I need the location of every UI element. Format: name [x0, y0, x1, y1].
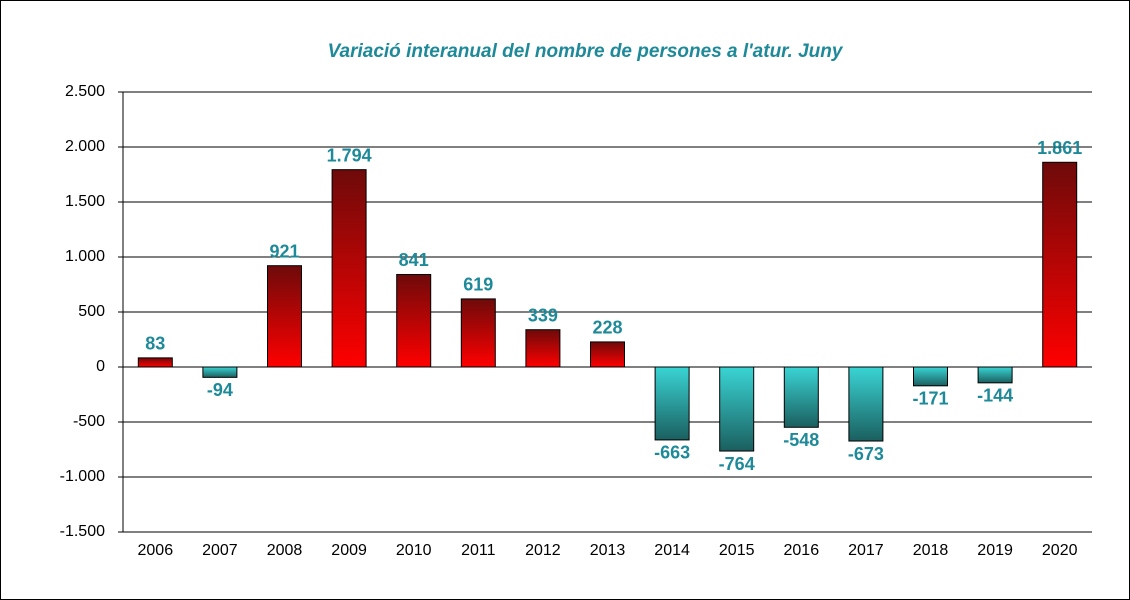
bar	[783, 366, 819, 428]
data-label: -548	[783, 430, 819, 450]
data-label: 83	[145, 334, 165, 354]
x-tick-label: 2013	[590, 542, 626, 559]
y-tick-label: -1.000	[60, 468, 105, 485]
data-label: -764	[719, 454, 755, 474]
y-tick-label: 0	[96, 358, 105, 375]
x-tick-label: 2011	[461, 542, 496, 559]
chart-title: Variació interanual del nombre de person…	[328, 41, 844, 62]
data-label: -673	[848, 444, 884, 464]
bar	[396, 273, 432, 368]
y-tick-label: 500	[78, 303, 105, 320]
bar	[202, 366, 238, 378]
x-tick-label: 2009	[331, 542, 367, 559]
x-tick-label: 2010	[396, 542, 432, 559]
y-tick-label: 2.000	[65, 138, 105, 155]
x-tick-label: 2016	[784, 542, 820, 559]
x-tick-label: 2018	[913, 542, 949, 559]
x-tick-label: 2015	[719, 542, 755, 559]
bar	[331, 169, 367, 368]
y-tick-label: 1.000	[65, 248, 105, 265]
bar	[590, 341, 625, 368]
y-tick-label: 1.500	[65, 193, 105, 210]
bar	[913, 366, 948, 387]
data-label: 339	[528, 305, 558, 325]
x-tick-label: 2020	[1042, 542, 1078, 559]
data-label: -144	[977, 386, 1013, 406]
data-label: 1.794	[327, 145, 372, 165]
data-label: 841	[399, 250, 429, 270]
x-tick-label: 2008	[267, 542, 303, 559]
bar	[525, 329, 561, 368]
y-tick-label: -1.500	[60, 523, 105, 540]
data-label: 619	[463, 275, 493, 295]
x-tick-label: 2006	[138, 542, 174, 559]
data-label: -171	[912, 389, 948, 409]
bar	[267, 265, 302, 368]
bar	[137, 357, 173, 368]
data-label: 228	[592, 318, 622, 338]
data-label: -663	[654, 443, 690, 463]
x-tick-label: 2012	[525, 542, 561, 559]
bar	[654, 366, 690, 441]
data-label: 921	[269, 241, 299, 261]
y-tick-label: 2.500	[65, 83, 105, 100]
x-tick-label: 2017	[848, 542, 884, 559]
y-tick-label: -500	[73, 413, 105, 430]
data-label: -94	[207, 380, 233, 400]
bar	[719, 366, 755, 452]
bar	[977, 366, 1013, 384]
bar	[460, 298, 496, 368]
x-tick-label: 2014	[654, 542, 690, 559]
bar	[1042, 161, 1078, 368]
bar	[848, 366, 884, 442]
x-tick-label: 2007	[202, 542, 238, 559]
data-label: 1.861	[1037, 138, 1082, 158]
x-tick-label: 2019	[977, 542, 1013, 559]
